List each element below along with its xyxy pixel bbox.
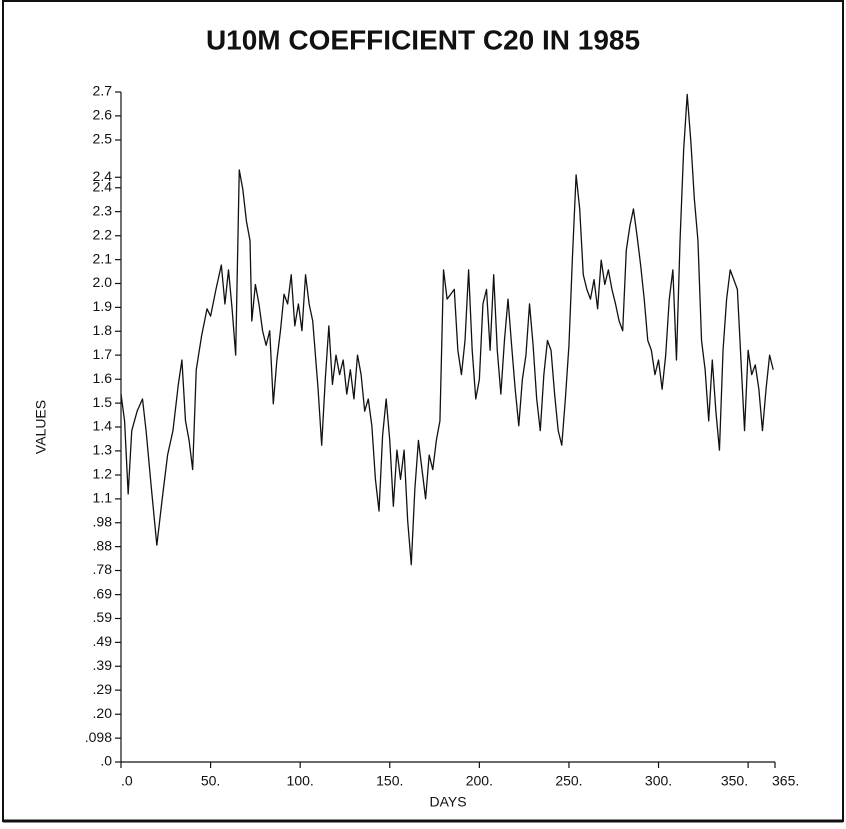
y-tick-label: .098 — [85, 729, 112, 745]
y-tick-label: .59 — [93, 609, 113, 625]
y-tick-label: .49 — [93, 633, 113, 649]
x-tick-label: 350. — [721, 773, 748, 789]
y-tick-label: 2.1 — [93, 250, 113, 266]
data-line — [120, 93, 774, 566]
chart-title: U10M COEFFICIENT C20 IN 1985 — [206, 24, 640, 55]
x-tick-label: 200. — [466, 773, 493, 789]
x-tick-label: 50. — [201, 773, 220, 789]
y-tick-label: 1.5 — [93, 394, 113, 410]
y-tick-label: 2.4 — [93, 168, 113, 184]
y-tick-label: 1.2 — [93, 466, 113, 482]
y-tick-label: .20 — [93, 705, 113, 721]
y-tick-label: .69 — [93, 585, 113, 601]
x-tick-label: .0 — [121, 773, 133, 789]
y-tick-label: 1.7 — [93, 346, 113, 362]
y-tick-label: 2.6 — [93, 107, 113, 123]
x-tick-label: 365. — [772, 773, 799, 789]
y-tick-label: 1.1 — [93, 490, 113, 506]
y-tick-label: .0 — [100, 753, 112, 769]
x-tick-label: 250. — [555, 773, 582, 789]
y-tick-label: 2.2 — [93, 226, 113, 242]
x-tick-label: 100. — [287, 773, 314, 789]
y-tick-label: .39 — [93, 657, 113, 673]
y-tick-label: 1.6 — [93, 370, 113, 386]
y-tick-label: 1.4 — [93, 418, 113, 434]
y-tick-label: 2.7 — [93, 83, 113, 99]
y-tick-label: 2.4 — [93, 178, 113, 194]
y-tick-label: .98 — [93, 513, 113, 529]
y-tick-label: .88 — [93, 537, 113, 553]
x-axis-label: DAYS — [429, 794, 466, 810]
y-tick-label: 1.9 — [93, 298, 113, 314]
y-tick-label: 2.3 — [93, 202, 113, 218]
y-tick-label: 1.8 — [93, 322, 113, 338]
y-tick-label: 2.5 — [93, 131, 113, 147]
y-tick-label: 2.0 — [93, 274, 113, 290]
y-tick-label: 1.3 — [93, 442, 113, 458]
y-tick-label: .78 — [93, 561, 113, 577]
y-tick-label: .29 — [93, 681, 113, 697]
y-axis-label: VALUES — [33, 400, 49, 454]
x-tick-label: 150. — [376, 773, 403, 789]
x-tick-label: 300. — [645, 773, 672, 789]
